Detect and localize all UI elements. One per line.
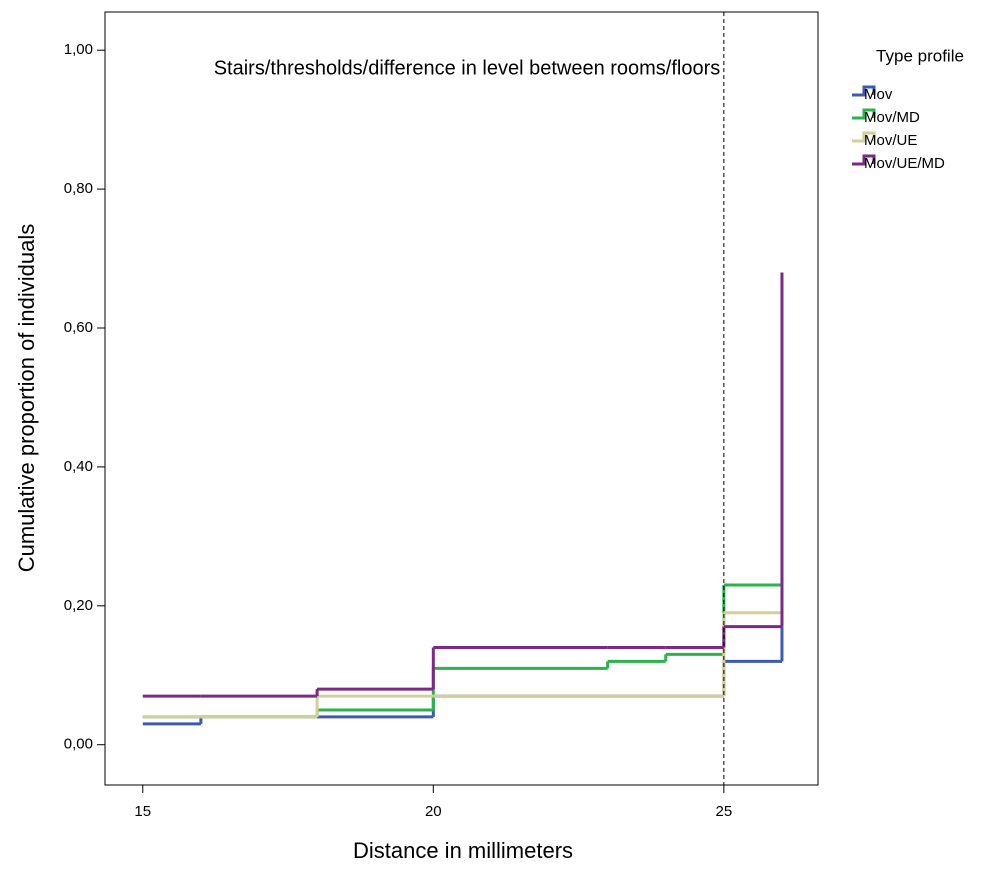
legend-swatch — [852, 154, 876, 166]
x-tick-label: 20 — [425, 803, 442, 820]
legend-title: Type profile — [876, 46, 964, 65]
x-axis-label: Distance in millimeters — [353, 838, 573, 863]
legend-swatch — [852, 131, 876, 143]
y-tick-label: 0,60 — [64, 319, 93, 336]
x-tick-label: 25 — [716, 803, 733, 820]
y-tick-label: 1,00 — [64, 41, 93, 58]
y-tick-label: 0,80 — [64, 180, 93, 197]
legend-label: Mov/UE — [864, 132, 917, 149]
legend-swatch — [852, 85, 876, 97]
y-tick-label: 0,20 — [64, 597, 93, 614]
legend-label: Mov/UE/MD — [864, 155, 945, 172]
y-tick-label: 0,40 — [64, 458, 93, 475]
y-axis-label: Cumulative proportion of individuals — [14, 224, 39, 573]
y-tick-label: 0,00 — [64, 736, 93, 753]
x-tick-label: 15 — [134, 803, 151, 820]
legend-label: Mov — [864, 86, 893, 103]
plot-frame — [104, 11, 819, 786]
legend-label: Mov/MD — [864, 109, 920, 126]
legend-swatch — [852, 108, 876, 120]
chart-title: Stairs/thresholds/difference in level be… — [214, 57, 721, 79]
